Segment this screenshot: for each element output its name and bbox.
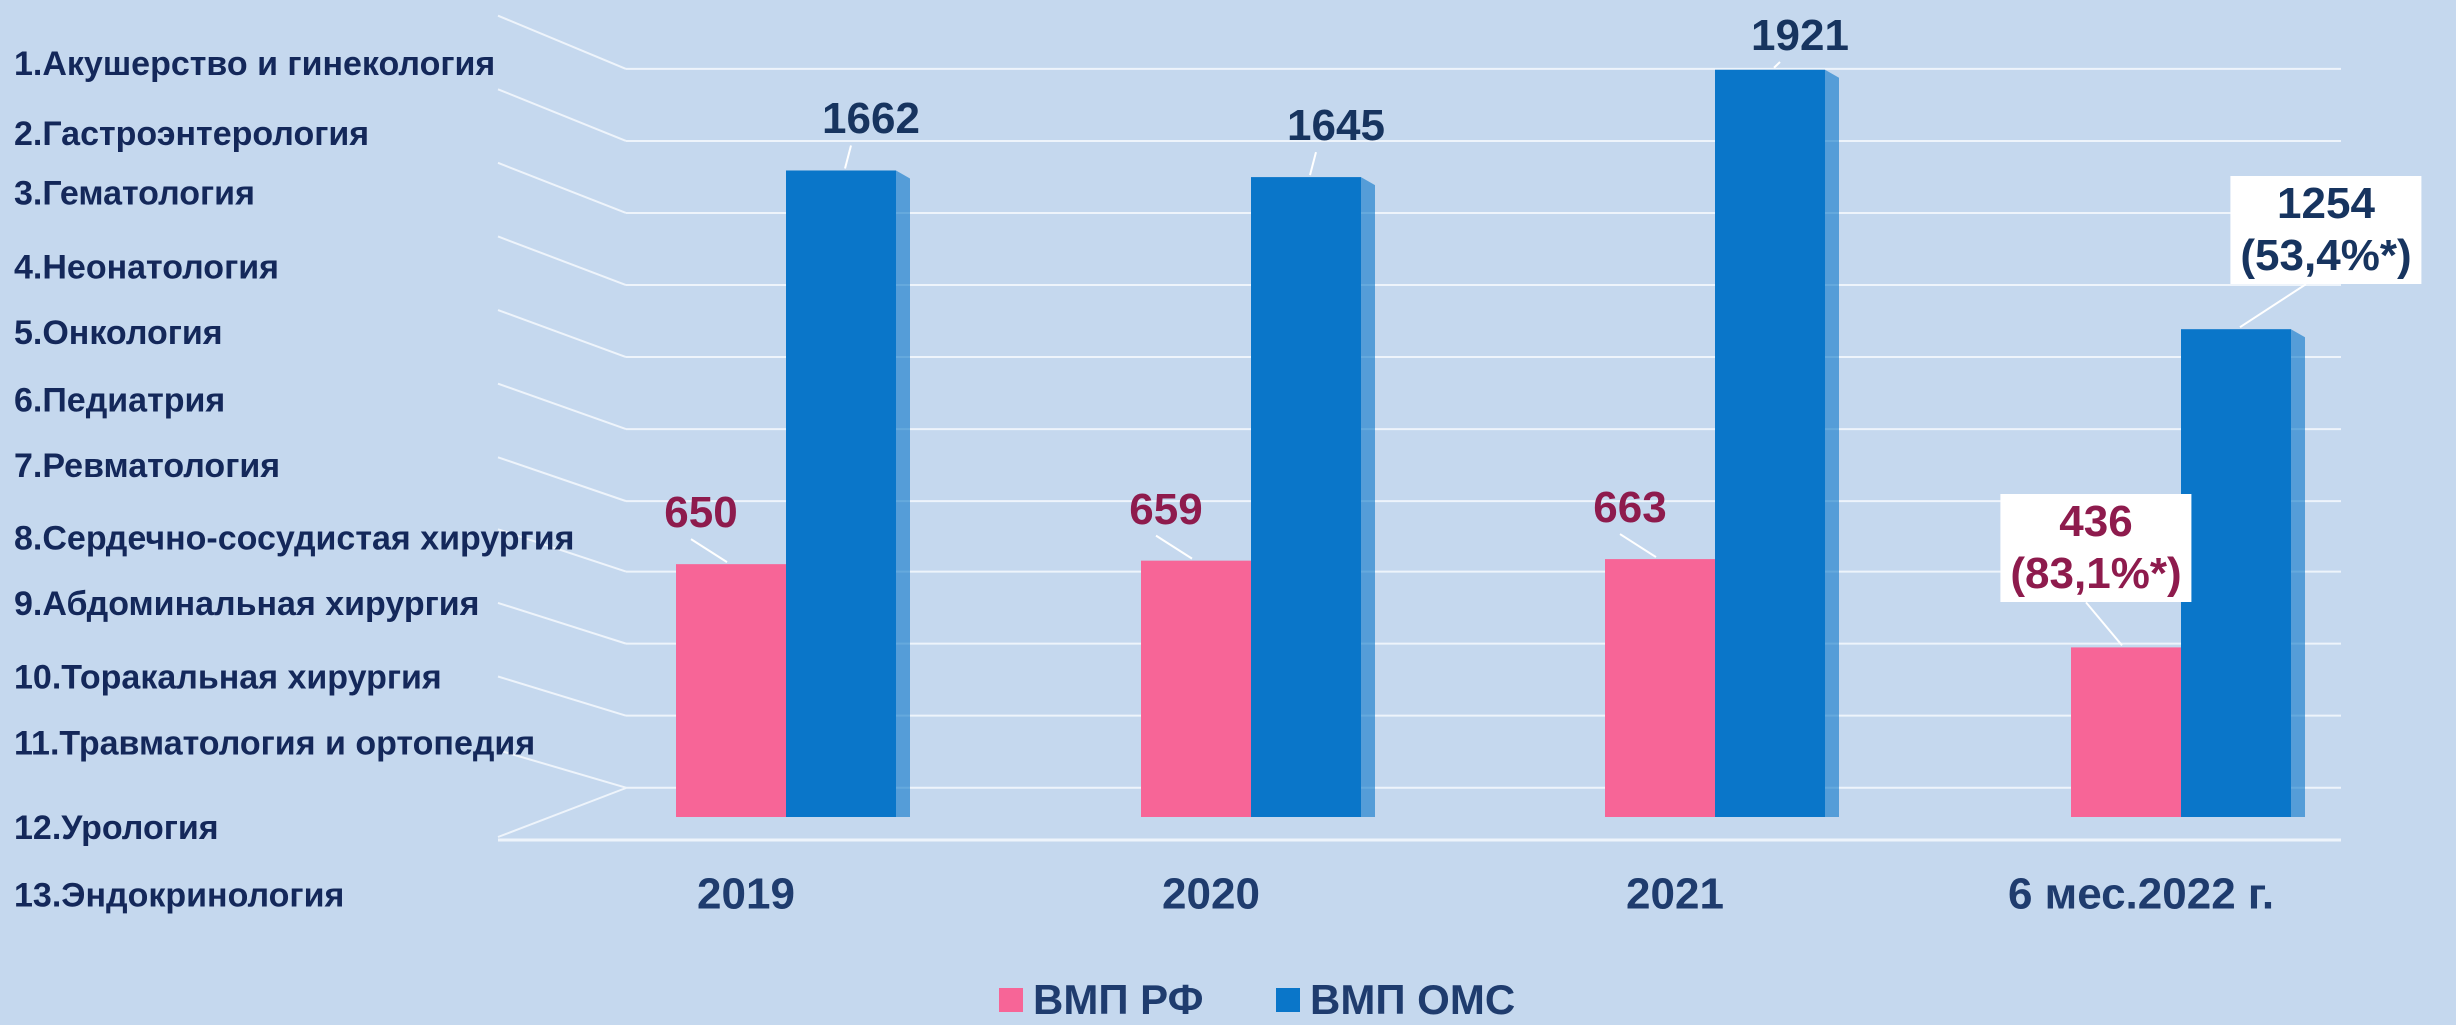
value-label: 1921 bbox=[1751, 11, 1849, 60]
value-label: 1662 bbox=[822, 94, 920, 144]
specialty-label: 8.Сердечно-сосудистая хирургия bbox=[14, 519, 574, 557]
x-tick-label: 2020 bbox=[1162, 870, 1260, 919]
wall-line bbox=[497, 88, 627, 142]
leader-line bbox=[1309, 151, 1317, 176]
floor-line bbox=[497, 787, 627, 838]
leader-line bbox=[844, 145, 852, 169]
specialty-label: 7.Ревматология bbox=[14, 447, 280, 485]
leader-line bbox=[1155, 534, 1193, 560]
wall-line bbox=[497, 161, 627, 214]
leader-line bbox=[1619, 533, 1657, 558]
bar-side bbox=[1361, 177, 1375, 818]
bar bbox=[1605, 559, 1715, 817]
wall-line bbox=[497, 601, 627, 645]
x-tick-label: 6 мес.2022 г. bbox=[2008, 870, 2274, 919]
legend-swatch bbox=[1276, 988, 1300, 1012]
value-label: 663 bbox=[1593, 483, 1667, 533]
specialty-label: 2.Гастроэнтерология bbox=[14, 115, 369, 153]
value-label: 1645 bbox=[1287, 101, 1385, 151]
wall-line bbox=[497, 528, 627, 573]
value-label: 650 bbox=[664, 488, 738, 538]
leader-line bbox=[2239, 283, 2307, 329]
wall-line bbox=[497, 235, 627, 286]
specialty-label: 1.Акушерство и гинекология bbox=[14, 45, 495, 83]
x-tick-label: 2019 bbox=[697, 870, 795, 919]
specialty-label: 9.Абдоминальная хирургия bbox=[14, 585, 480, 623]
bar bbox=[1715, 69, 1825, 817]
leader-line bbox=[690, 538, 728, 563]
bar-side bbox=[896, 170, 910, 817]
wall-line bbox=[497, 309, 627, 358]
legend-label: ВМП РФ bbox=[1033, 976, 1203, 1023]
bar bbox=[2181, 329, 2291, 817]
legend-swatch bbox=[999, 988, 1023, 1012]
specialty-label: 6.Педиатрия bbox=[14, 381, 225, 419]
specialty-label: 5.Онкология bbox=[14, 314, 223, 352]
specialty-label: 4.Неонатология bbox=[14, 248, 279, 286]
specialty-label: 13.Эндокринология bbox=[14, 876, 344, 914]
value-label: 1254 (53,4%*) bbox=[2230, 176, 2422, 285]
specialty-label: 11.Травматология и ортопедия bbox=[14, 724, 535, 762]
bar-side bbox=[1825, 69, 1839, 817]
wall-line bbox=[497, 14, 627, 70]
bar bbox=[2071, 647, 2181, 817]
leader-line bbox=[2085, 601, 2123, 647]
bar bbox=[1251, 177, 1361, 818]
wall-line bbox=[497, 675, 627, 717]
wall-line bbox=[497, 749, 627, 789]
wall-line bbox=[497, 456, 627, 503]
bar bbox=[676, 564, 786, 817]
specialty-label: 12.Урология bbox=[14, 809, 219, 847]
bar bbox=[786, 170, 896, 817]
wall-line bbox=[497, 382, 627, 431]
x-tick-label: 2021 bbox=[1626, 870, 1724, 919]
specialty-label: 10.Торакальная хирургия bbox=[14, 659, 442, 697]
bar bbox=[1141, 560, 1251, 817]
specialty-label: 3.Гематология bbox=[14, 175, 255, 213]
leader-line bbox=[1773, 61, 1781, 69]
bar-side bbox=[2291, 329, 2305, 817]
legend-label: ВМП ОМС bbox=[1310, 976, 1515, 1023]
value-label: 659 bbox=[1129, 484, 1203, 534]
value-label: 436 (83,1%*) bbox=[2000, 494, 2192, 603]
